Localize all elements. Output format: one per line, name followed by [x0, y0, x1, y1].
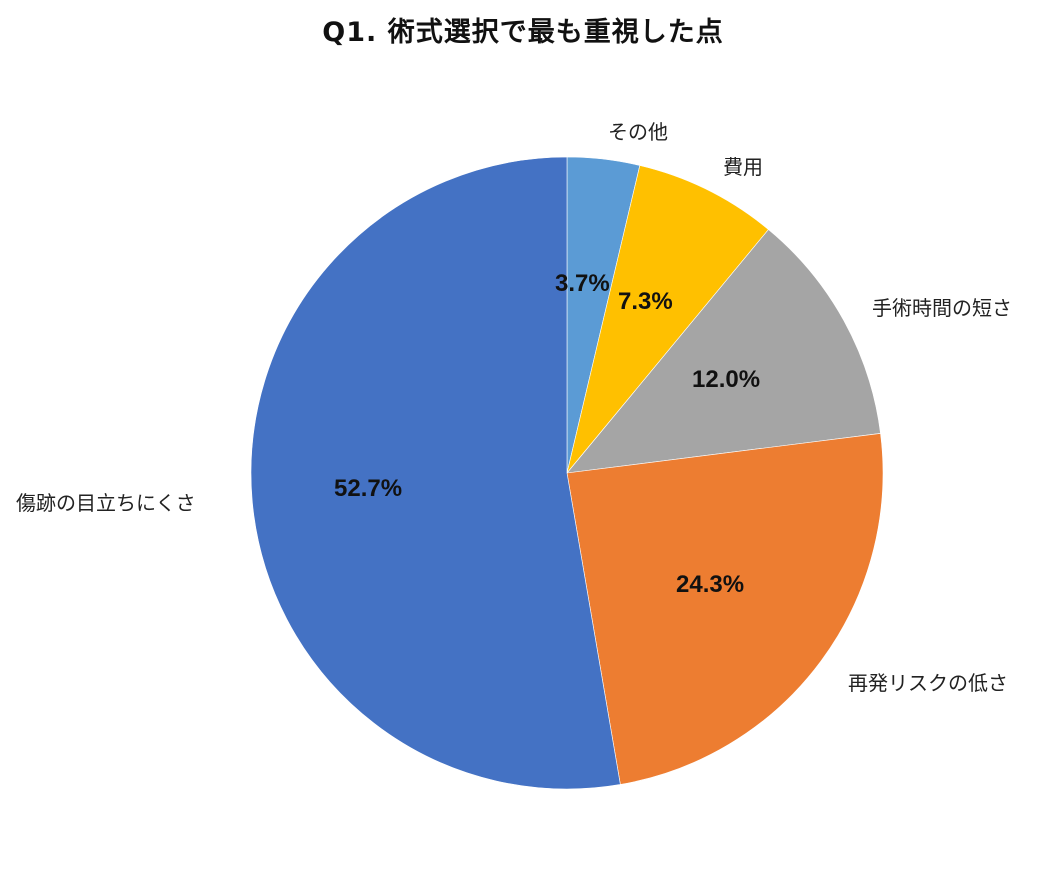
value-label-surgery-time: 12.0% [692, 366, 761, 393]
value-label-scar-visibility: 52.7% [334, 475, 403, 502]
category-label-scar-visibility: 傷跡の目立ちにくさ [16, 491, 196, 515]
pie-slice [566, 229, 881, 474]
pie-slice [250, 156, 621, 790]
pie-slices [250, 156, 884, 790]
chart-title: Q1. 術式選択で最も重視した点 [322, 17, 724, 48]
pie-slice [566, 433, 884, 785]
category-label-cost: 費用 [723, 155, 763, 179]
value-label-recurrence-risk: 24.3% [676, 571, 745, 598]
category-label-surgery-time: 手術時間の短さ [872, 296, 1012, 320]
category-label-other: その他 [608, 120, 668, 144]
pie-slice [566, 165, 769, 474]
category-label-recurrence-risk: 再発リスクの低さ [848, 671, 1008, 695]
value-label-cost: 7.3% [618, 288, 673, 315]
value-label-other: 3.7% [555, 270, 610, 297]
